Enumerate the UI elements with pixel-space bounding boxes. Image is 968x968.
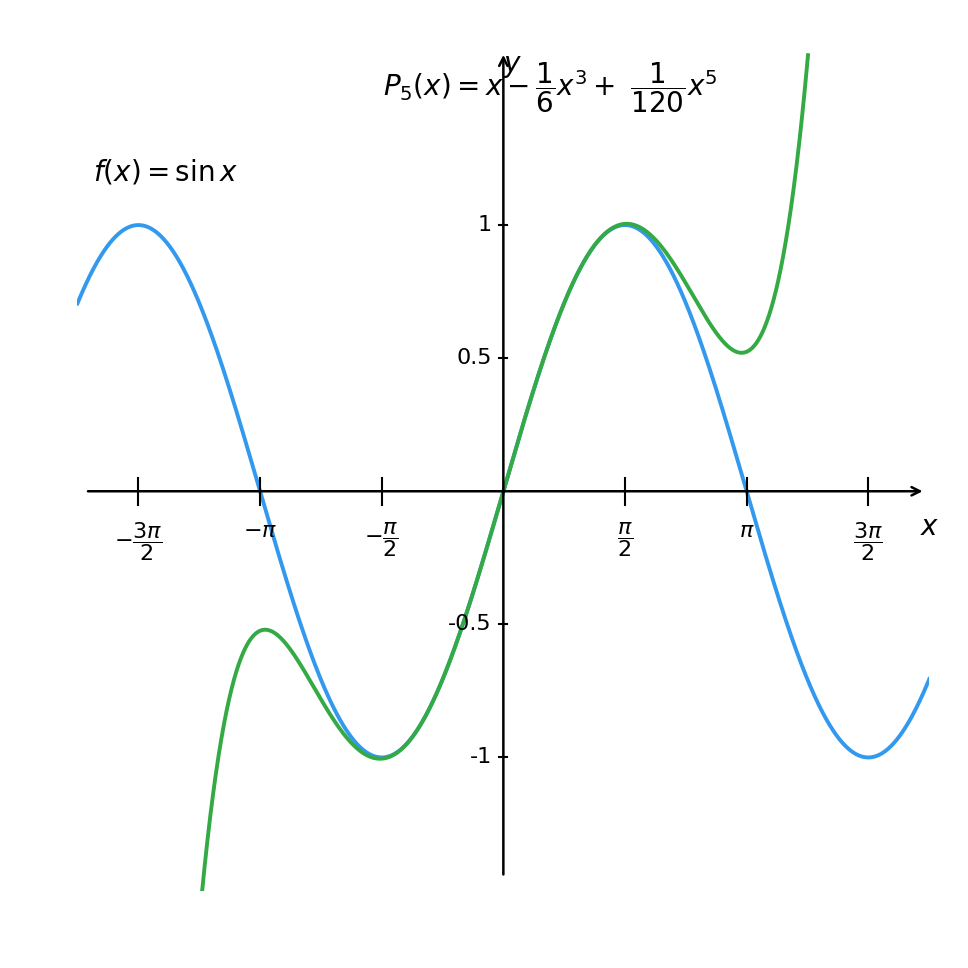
Text: -1: -1 — [469, 747, 492, 768]
Text: $\pi$: $\pi$ — [739, 521, 754, 540]
Text: $\dfrac{\pi}{2}$: $\dfrac{\pi}{2}$ — [617, 521, 633, 560]
Text: 1: 1 — [477, 215, 492, 235]
Text: $y$: $y$ — [503, 52, 523, 80]
Text: $-\pi$: $-\pi$ — [243, 521, 277, 540]
Text: $\dfrac{3\pi}{2}$: $\dfrac{3\pi}{2}$ — [854, 521, 883, 563]
Text: $x$: $x$ — [920, 513, 939, 540]
Text: $f(x) = \sin x$: $f(x) = \sin x$ — [93, 158, 238, 186]
Text: 0.5: 0.5 — [456, 348, 492, 368]
Text: -0.5: -0.5 — [448, 615, 492, 634]
Text: $-\dfrac{\pi}{2}$: $-\dfrac{\pi}{2}$ — [364, 521, 399, 560]
Text: $-\dfrac{3\pi}{2}$: $-\dfrac{3\pi}{2}$ — [114, 521, 163, 563]
Text: $P_5(x) = x - \dfrac{1}{6}x^3 +\ \dfrac{1}{120}x^5$: $P_5(x) = x - \dfrac{1}{6}x^3 +\ \dfrac{… — [382, 60, 717, 114]
